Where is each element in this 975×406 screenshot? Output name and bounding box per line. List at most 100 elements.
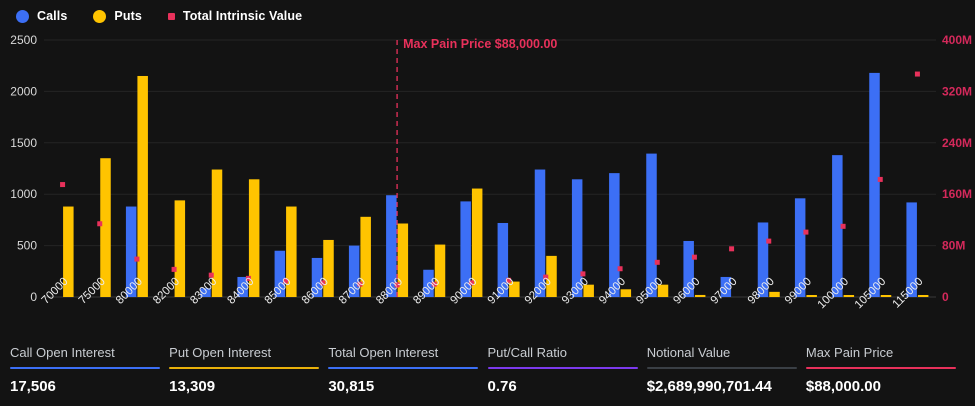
intrinsic-dot-91000[interactable] — [506, 277, 512, 283]
intrinsic-dot-70000[interactable] — [60, 182, 66, 188]
summary-stats-bar: Call Open Interest 17,506 Put Open Inter… — [0, 345, 975, 395]
stat-value: 30,815 — [328, 378, 375, 395]
right-axis-tick-label: 320M — [942, 84, 972, 98]
intrinsic-dot-105000[interactable] — [877, 176, 883, 182]
intrinsic-dot-95000[interactable] — [654, 259, 660, 265]
put-bar-115000[interactable] — [917, 295, 929, 297]
put-bar-84000[interactable] — [248, 179, 260, 297]
right-axis-tick-label: 80M — [942, 239, 965, 253]
put-bar-105000[interactable] — [880, 295, 892, 297]
put-bar-85000[interactable] — [286, 206, 297, 297]
call-bar-98000[interactable] — [757, 222, 769, 297]
call-bar-88000[interactable] — [386, 195, 397, 297]
put-bar-93000[interactable] — [583, 284, 594, 297]
call-bar-84000[interactable] — [237, 276, 248, 297]
legend-item-puts[interactable]: Puts — [93, 9, 142, 23]
call-bar-100000[interactable] — [832, 155, 843, 297]
call-bar-91000[interactable] — [497, 222, 509, 297]
legend-item-intrinsic[interactable]: Total Intrinsic Value — [167, 9, 302, 23]
intrinsic-dot-80000[interactable] — [134, 256, 140, 262]
call-bar-83000[interactable] — [200, 288, 211, 297]
call-bar-87000[interactable] — [348, 245, 360, 297]
put-bar-70000[interactable] — [63, 206, 74, 297]
stat-label: Total Open Interest — [328, 345, 439, 360]
put-bar-90000[interactable] — [471, 188, 483, 297]
intrinsic-dot-93000[interactable] — [580, 271, 586, 277]
intrinsic-dot-75000[interactable] — [97, 221, 103, 227]
put-bar-100000[interactable] — [843, 295, 855, 297]
intrinsic-dot-85000[interactable] — [283, 278, 289, 284]
call-bar-85000[interactable] — [274, 250, 286, 297]
stat-accent-line — [805, 367, 956, 369]
put-bar-96000[interactable] — [694, 294, 706, 297]
left-axis-tick-label: 0 — [30, 290, 37, 304]
put-bar-99000[interactable] — [806, 295, 817, 297]
put-bar-92000[interactable] — [546, 255, 557, 297]
open-interest-by-strike-chart: 0 500 1000 1500 2000 2500 0 80M 160M 240M 320M 400M… — [10, 33, 972, 311]
left-axis-tick-label: 500 — [17, 239, 37, 253]
intrinsic-dot-97000[interactable] — [729, 246, 735, 252]
call-bar-93000[interactable] — [571, 179, 583, 297]
put-bar-82000[interactable] — [174, 200, 186, 297]
put-bar-83000[interactable] — [211, 169, 223, 297]
put-bar-95000[interactable] — [657, 284, 669, 297]
put-bar-91000[interactable] — [509, 281, 520, 297]
right-axis-tick-label: 0 — [942, 290, 949, 304]
call-bar-99000[interactable] — [794, 198, 806, 297]
stat-label: Put Open Interest — [169, 345, 272, 360]
intrinsic-dot-89000[interactable] — [431, 281, 437, 287]
intrinsic-dot-94000[interactable] — [617, 266, 623, 272]
stat-accent-line — [169, 367, 320, 369]
put-bar-86000[interactable] — [323, 239, 334, 297]
stat-accent-line — [328, 367, 479, 369]
intrinsic-dot-84000[interactable] — [245, 275, 251, 281]
call-bar-96000[interactable] — [683, 240, 694, 297]
right-axis-tick-label: 240M — [942, 136, 972, 150]
intrinsic-dot-82000[interactable] — [171, 266, 177, 272]
intrinsic-dot-98000[interactable] — [766, 238, 772, 244]
intrinsic-dot-86000[interactable] — [320, 280, 326, 286]
call-bar-86000[interactable] — [311, 257, 323, 297]
put-bar-88000[interactable] — [397, 223, 409, 297]
put-bar-98000[interactable] — [769, 291, 780, 297]
intrinsic-dot-96000[interactable] — [691, 254, 697, 260]
put-bar-89000[interactable] — [434, 244, 446, 297]
intrinsic-dot-92000[interactable] — [543, 274, 549, 280]
put-bar-94000[interactable] — [620, 289, 632, 297]
call-bar-89000[interactable] — [423, 269, 434, 297]
intrinsic-dot-87000[interactable] — [357, 281, 363, 287]
put-bar-87000[interactable] — [360, 216, 371, 297]
left-axis-tick-label: 2500 — [10, 33, 37, 47]
left-axis-tick-label: 1000 — [10, 187, 37, 201]
call-bar-94000[interactable] — [609, 173, 620, 297]
intrinsic-dot-83000[interactable] — [208, 272, 214, 278]
put-bar-80000[interactable] — [137, 75, 148, 297]
stat-value: 17,506 — [10, 378, 56, 395]
intrinsic-marker-icon — [167, 12, 175, 20]
stat-accent-line — [646, 367, 797, 369]
call-bar-115000[interactable] — [906, 202, 917, 297]
intrinsic-dot-100000[interactable] — [840, 223, 846, 229]
left-axis-tick-label: 1500 — [10, 136, 37, 150]
stat-accent-line — [10, 367, 160, 369]
intrinsic-dot-90000[interactable] — [468, 280, 474, 286]
stat-value: 13,309 — [169, 378, 216, 395]
legend-label-puts: Puts — [114, 9, 142, 23]
legend-item-calls[interactable]: Calls — [16, 9, 67, 23]
call-bar-90000[interactable] — [460, 201, 471, 297]
intrinsic-dot-99000[interactable] — [803, 229, 809, 235]
left-axis-tick-label: 2000 — [10, 84, 37, 98]
call-bar-92000[interactable] — [534, 169, 546, 297]
call-bar-95000[interactable] — [646, 153, 657, 297]
put-bar-75000[interactable] — [100, 158, 111, 297]
stat-value: 0.76 — [487, 378, 517, 395]
intrinsic-dot-115000[interactable] — [914, 71, 920, 77]
call-bar-97000[interactable] — [720, 276, 732, 297]
call-bar-80000[interactable] — [125, 206, 137, 297]
call-bar-105000[interactable] — [869, 72, 880, 297]
stat-total-open-interest: Total Open Interest 30,815 — [328, 345, 487, 395]
stat-label: Max Pain Price — [805, 345, 894, 360]
stat-value: $2,689,990,701.44 — [646, 378, 772, 395]
right-axis-tick-label: 160M — [942, 187, 972, 201]
